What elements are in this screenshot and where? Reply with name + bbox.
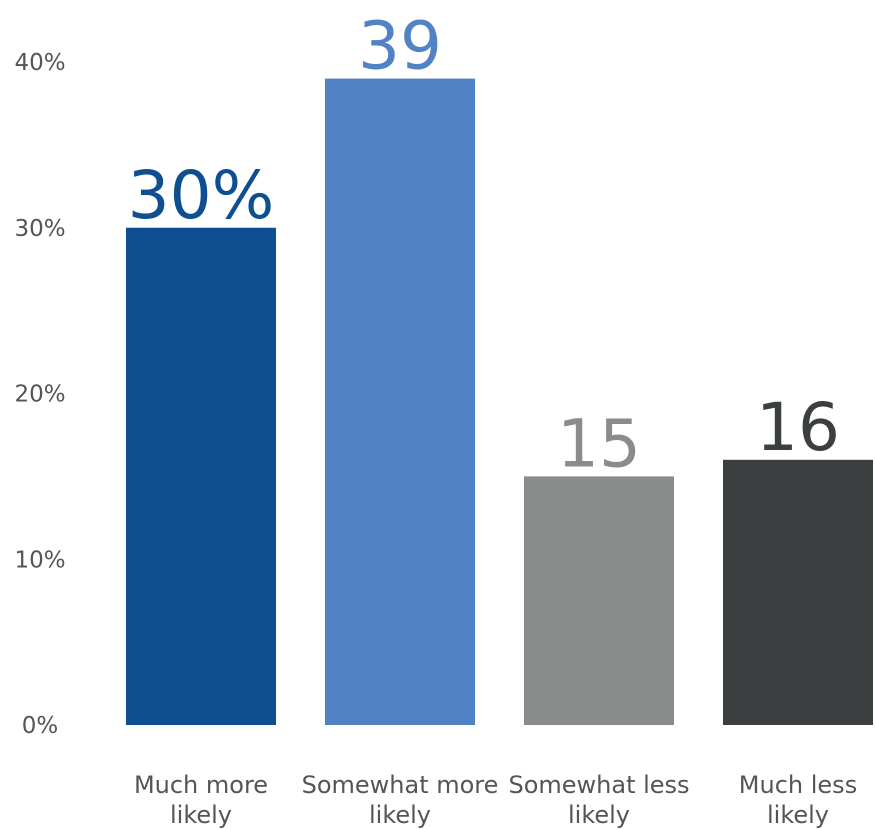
category-label: Somewhat less [508,771,689,799]
bar [126,227,276,725]
category-label: Much less [739,771,857,799]
y-tick-label: 10% [14,547,65,573]
category-label: likely [170,801,232,829]
bar-value-label: 15 [557,405,641,482]
bar-value-label: 39 [358,8,442,85]
category-label: likely [568,801,630,829]
bar [723,459,873,725]
y-tick-label: 20% [14,382,65,408]
y-tick-label: 0% [22,713,59,739]
value-labels: 30% 39 15 16 [128,8,840,483]
category-label: Much more [134,771,268,799]
y-tick-label: 40% [14,50,65,76]
bar [524,476,674,725]
bar [325,78,475,725]
bars [126,78,873,725]
bar-value-label: 16 [756,389,840,466]
y-tick-label: 30% [14,216,65,242]
bar-value-label: 30% [128,157,275,234]
y-axis: 0% 10% 20% 30% 40% [14,50,65,739]
category-label: Somewhat more [302,771,499,799]
category-label: likely [767,801,829,829]
category-label: likely [369,801,431,829]
